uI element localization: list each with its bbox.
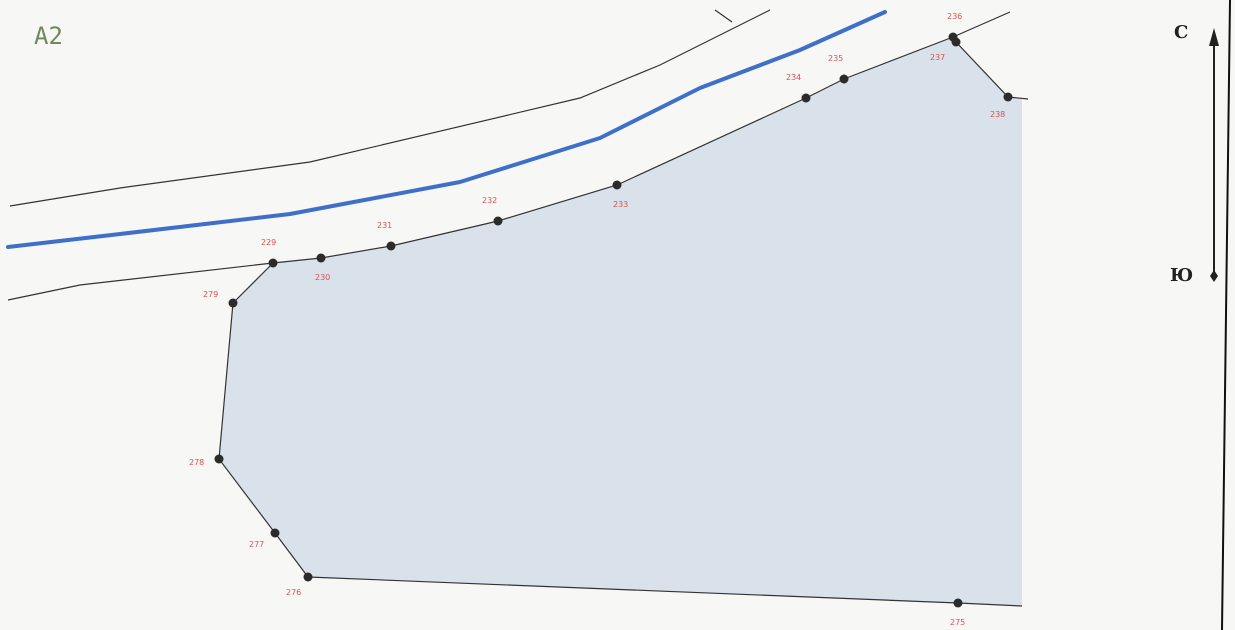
survey-point-236: 236 (947, 12, 962, 42)
compass-arrow-head (1209, 28, 1219, 46)
survey-point-278: 278 (189, 454, 224, 467)
survey-point-label: 236 (947, 12, 962, 21)
land-parcel (219, 37, 1022, 606)
survey-point-230: 230 (315, 253, 330, 282)
survey-point-276: 276 (286, 572, 313, 597)
survey-point-233: 233 (612, 180, 628, 209)
survey-point-237: 237 (930, 37, 961, 62)
survey-point-marker (951, 37, 961, 47)
survey-point-marker (839, 74, 849, 84)
survey-point-marker (1003, 92, 1013, 102)
compass-north-label: С (1174, 22, 1189, 43)
survey-point-marker (953, 598, 963, 608)
river-line (6, 10, 887, 249)
survey-point-label: 276 (286, 588, 301, 597)
survey-point-277: 277 (249, 528, 280, 549)
sheet-label: A2 (34, 22, 63, 50)
survey-point-marker (316, 253, 326, 263)
survey-point-232: 232 (482, 196, 503, 226)
compass-south-label: Ю (1170, 265, 1194, 286)
survey-point-238: 238 (990, 92, 1013, 119)
frame-right-edge (1221, 0, 1231, 630)
compass-arrow-tail (1210, 270, 1218, 282)
survey-point-229: 229 (261, 238, 278, 268)
survey-point-label: 235 (828, 54, 843, 63)
survey-point-label: 233 (613, 200, 628, 209)
survey-point-label: 238 (990, 110, 1005, 119)
survey-point-label: 275 (950, 618, 965, 627)
survey-point-marker (612, 180, 622, 190)
survey-point-marker (268, 258, 278, 268)
survey-point-label: 232 (482, 196, 497, 205)
survey-point-label: 230 (315, 273, 330, 282)
road-tick (714, 9, 733, 23)
survey-point-279: 279 (203, 290, 238, 308)
survey-point-label: 229 (261, 238, 276, 247)
survey-point-marker (493, 216, 503, 226)
survey-point-marker (270, 528, 280, 538)
survey-point-235: 235 (828, 54, 849, 84)
survey-point-marker (801, 93, 811, 103)
survey-point-marker (214, 454, 224, 464)
survey-point-label: 278 (189, 458, 204, 467)
survey-point-234: 234 (786, 73, 811, 103)
survey-point-label: 231 (377, 221, 392, 230)
survey-point-label: 234 (786, 73, 801, 82)
road-edge-upper (9, 9, 771, 207)
survey-point-label: 279 (203, 290, 218, 299)
survey-point-231: 231 (377, 221, 396, 251)
survey-point-marker (303, 572, 313, 582)
survey-point-275: 275 (950, 598, 965, 627)
survey-point-label: 237 (930, 53, 945, 62)
survey-point-label: 277 (249, 540, 264, 549)
survey-point-marker (228, 298, 238, 308)
survey-point-marker (386, 241, 396, 251)
